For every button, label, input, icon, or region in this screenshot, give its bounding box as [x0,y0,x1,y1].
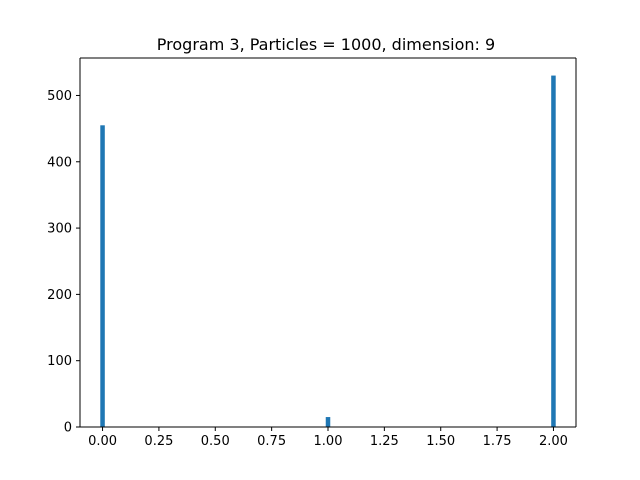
x-tick-label: 0.00 [88,434,117,449]
x-tick-label: 2.00 [539,434,568,449]
x-tick-label: 1.50 [426,434,455,449]
y-tick-label: 0 [64,421,72,436]
x-tick-label: 1.75 [483,434,512,449]
bar-1 [325,417,331,427]
x-ticks-layer: 0.00 0.25 0.50 0.75 1.00 1.25 1.50 1.75 2.00 [88,427,568,449]
chart-title: Program 3, Particles = 1000, dimension: … [157,35,495,54]
x-tick-label: 0.75 [257,434,286,449]
x-tick-label: 0.50 [201,434,230,449]
y-tick-label: 500 [47,89,72,104]
bar-0 [100,125,105,428]
x-tick-label: 1.25 [370,434,399,449]
y-tick-label: 100 [47,354,72,369]
bars-layer [100,75,556,428]
y-ticks-layer: 0 100 200 300 400 500 [47,89,80,436]
y-tick-label: 400 [47,155,72,170]
x-tick-label: 0.25 [144,434,173,449]
bar-2 [551,75,556,427]
x-tick-label: 1.00 [314,434,343,449]
y-tick-label: 200 [47,288,72,303]
y-tick-label: 300 [47,222,72,237]
